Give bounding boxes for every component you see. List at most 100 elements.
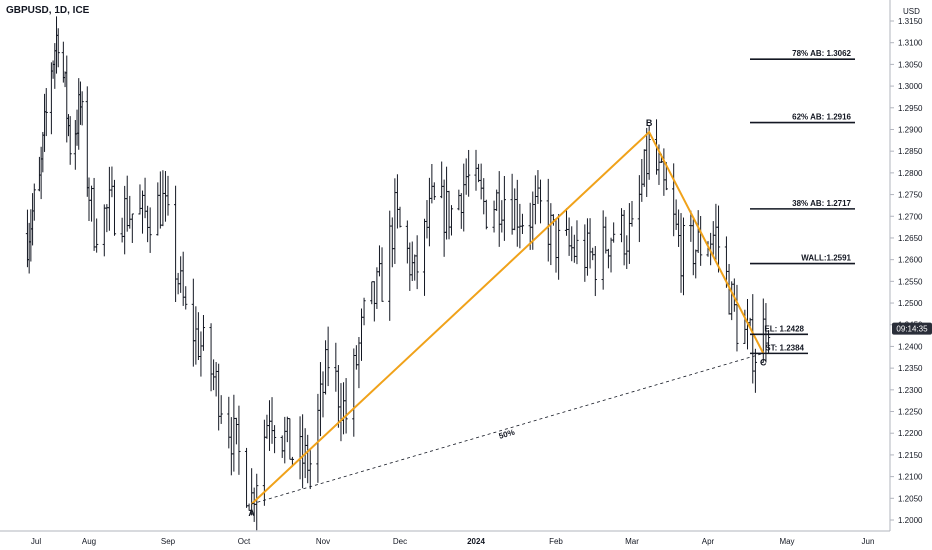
ohlc-bar (753, 348, 757, 393)
ohlc-bar (647, 125, 651, 180)
ohlc-bar (209, 323, 213, 392)
projection-label: 50% (498, 428, 516, 441)
ohlc-bar (42, 93, 47, 152)
ohlc-bar (497, 171, 501, 247)
ohlc-bar (102, 204, 106, 257)
ohlc-bar (191, 278, 195, 367)
ohlc-bar (637, 175, 641, 243)
ohlc-bar (625, 235, 629, 269)
ohlc-bar (125, 175, 129, 232)
ohlc-bar (290, 456, 295, 466)
ohlc-bar (672, 163, 676, 237)
ohlc-bar (359, 308, 364, 361)
ohlc-bar (642, 149, 646, 187)
ohlc-bar (515, 179, 519, 247)
ohlc-bar (39, 146, 43, 200)
ohlc-bar (323, 340, 328, 395)
ohlc-bar (362, 297, 366, 326)
ohlc-bar (184, 286, 188, 310)
ohlc-bar (640, 159, 644, 202)
ohlc-bar (54, 16, 59, 74)
ohlc-bar (285, 416, 289, 443)
ohlc-bar (510, 173, 514, 235)
ohlc-bar (432, 182, 436, 200)
price-tick-label: 1.2150 (898, 451, 923, 460)
time-tick-label: 2024 (467, 537, 485, 546)
ohlc-bar (244, 447, 249, 508)
ohlc-bar (352, 348, 356, 437)
ohlc-bar (85, 86, 89, 197)
price-tick-label: 1.3050 (898, 60, 923, 69)
ohlc-bar (316, 393, 320, 483)
ohlc-bar (308, 449, 312, 490)
ohlc-bar (179, 256, 183, 293)
ohlc-bar (53, 43, 57, 89)
ohlc-bar (321, 371, 325, 418)
ohlc-bar (161, 170, 165, 227)
abc-pattern: 50% A B C (248, 118, 767, 518)
price-tick-label: 1.3150 (898, 17, 923, 26)
last-price-text: 09:14:35 (896, 325, 928, 334)
ohlc-bar (370, 281, 374, 305)
ohlc-bar (645, 127, 649, 197)
ohlc-bars (25, 16, 771, 531)
ohlc-bar (227, 396, 231, 449)
ohlc-bar (533, 175, 537, 225)
ohlc-bar (585, 218, 590, 276)
time-tick-label: Feb (549, 537, 563, 546)
ohlc-bar (148, 207, 152, 253)
price-tick-label: 1.2600 (898, 256, 923, 265)
ohlc-bar (301, 414, 305, 489)
ohlc-bar (751, 294, 755, 384)
ohlc-bar (612, 222, 616, 243)
price-tick-label: 1.2650 (898, 234, 923, 243)
price-levels: 78% AB: 1.3062 62% AB: 1.2916 38% AB: 1.27… (750, 49, 855, 355)
pattern-point-c: C (760, 357, 767, 367)
ohlc-bar (405, 220, 409, 264)
ohlc-bar (51, 60, 55, 79)
time-tick-label: Nov (316, 537, 330, 546)
ohlc-bar (63, 71, 67, 88)
price-tick-label: 1.2750 (898, 191, 923, 200)
price-tick-label: 1.2200 (898, 429, 923, 438)
ohlc-bar (492, 200, 496, 233)
ohlc-bar (549, 203, 553, 266)
ohlc-bar (163, 171, 168, 222)
ohlc-bar (232, 394, 236, 472)
ohlc-bar (408, 242, 412, 291)
price-tick-label: 1.2900 (898, 125, 923, 134)
ohlc-bar (554, 218, 558, 273)
ohlc-bar (430, 164, 434, 204)
ohlc-bar (265, 414, 269, 439)
ohlc-bar (410, 241, 414, 282)
ohlc-bar (393, 178, 397, 264)
ohlc-bar (80, 91, 84, 126)
ohlc-bar (229, 417, 233, 476)
ohlc-bar (138, 184, 142, 215)
ohlc-bar (298, 416, 302, 480)
price-tick-label: 1.2950 (898, 104, 923, 113)
ohlc-bar (699, 216, 703, 266)
ohlc-bar (37, 156, 42, 192)
projection-line (251, 352, 764, 505)
time-tick-label: Apr (702, 537, 715, 546)
ohlc-bar (691, 219, 695, 276)
ohlc-bar (425, 200, 429, 239)
ohlc-bar (272, 425, 277, 454)
ohlc-bar (25, 209, 30, 268)
ohlc-bar (237, 405, 241, 475)
ohlc-bar (112, 179, 117, 236)
ohlc-bar (326, 326, 330, 387)
ohlc-bar (41, 131, 45, 173)
ohlc-bar (68, 116, 72, 165)
last-price-bg (892, 322, 932, 335)
ohlc-bar (143, 177, 147, 219)
ohlc-bar (681, 217, 686, 296)
ohlc-bar (194, 306, 198, 365)
ohlc-bar (123, 185, 127, 255)
ohlc-bar (462, 163, 466, 232)
level-label: EL: 1.2428 (764, 324, 804, 333)
ohlc-bar (267, 400, 272, 451)
ohlc-bar (457, 189, 461, 211)
